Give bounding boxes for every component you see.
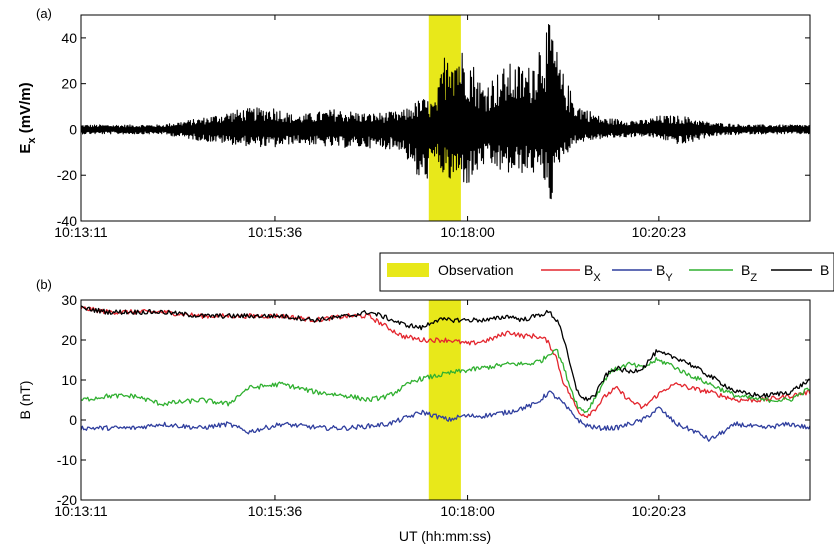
legend-by-sub: Y (665, 272, 673, 284)
legend-box (379, 252, 834, 292)
panel-b-xtick-label: 10:13:11 (54, 503, 108, 519)
panel-b-ytick-label: 0 (69, 412, 77, 428)
legend-bz-main: B (741, 262, 750, 278)
legend-bx-sub: X (593, 272, 601, 284)
panel-b-observation-band (428, 300, 461, 500)
legend-by-main: B (656, 262, 665, 278)
panel-a-ytick-label: -20 (57, 167, 77, 183)
panel-a-xtick-label: 10:13:11 (54, 224, 108, 240)
legend-b-label: B (820, 262, 829, 278)
panel-a-xtick-label: 10:20:23 (632, 224, 687, 240)
panel-a-yticks: -40 -20 0 20 40 (57, 30, 810, 229)
panel-a-xticks: 10:13:11 10:15:36 10:18:00 10:20:23 (54, 15, 686, 240)
panel-a-ytick-label: -40 (57, 213, 77, 229)
panel-b-xlabel: UT (hh:mm:ss) (399, 528, 491, 544)
panel-a: (a) -40 -20 0 20 40 10:13:11 10:15:36 10:18:00… (17, 6, 811, 240)
legend-bz-sub: Z (750, 272, 757, 284)
panel-a-ytick-label: 40 (61, 30, 77, 46)
legend-by-label: BY (656, 262, 673, 284)
panel-a-series-ex (80, 23, 811, 200)
panel-a-xtick-label: 10:18:00 (440, 224, 495, 240)
panel-a-label: (a) (36, 6, 52, 21)
panel-b-ytick-label: 30 (61, 292, 77, 308)
panel-b-series-bx (80, 306, 811, 419)
panel-b-xtick-label: 10:20:23 (632, 503, 687, 519)
panel-a-ylabel-main: E (17, 144, 34, 154)
panel-b-series-bz (80, 348, 811, 414)
legend-bx-main: B (584, 262, 593, 278)
panel-a-xtick-label: 10:15:36 (248, 224, 303, 240)
panel-a-frame (80, 14, 811, 222)
legend-bz-label: BZ (741, 262, 757, 284)
panel-a-ytick-label: 0 (69, 121, 77, 137)
panel-b-ytick-label: 20 (61, 332, 77, 348)
panel-b-series-by (80, 390, 811, 442)
panel-b-ytick-label: -20 (57, 492, 77, 508)
panel-b-label: (b) (36, 277, 52, 292)
panel-b-xtick-label: 10:15:36 (248, 503, 303, 519)
panel-b-series-b (80, 305, 811, 402)
legend-bx-label: BX (584, 262, 601, 284)
panel-b-yticks: -20 -10 0 10 20 30 (57, 292, 810, 508)
panel-a-ylabel-sub: x (26, 137, 38, 144)
panel-b-ytick-label: 10 (61, 372, 77, 388)
panel-a-series-group (80, 23, 811, 200)
panel-b-ytick-label: -10 (57, 452, 77, 468)
panel-a-ylabel-unit: (mV/m) (17, 82, 34, 137)
panel-b-ylabel: B (nT) (17, 381, 33, 420)
panel-b: (b) -20 -10 0 10 20 30 10:13:11 10:15:36 10:18:… (17, 277, 811, 544)
legend-observation-swatch (387, 263, 429, 277)
panel-b-obs-band-group (428, 300, 461, 500)
panel-b-xticks: 10:13:11 10:15:36 10:18:00 10:20:23 (54, 300, 686, 519)
panel-b-series-group (80, 305, 811, 442)
panel-b-xtick-label: 10:18:00 (440, 503, 495, 519)
panel-b-frame (80, 299, 811, 501)
panel-a-ytick-label: 20 (61, 76, 77, 92)
legend: Observation BX BY BZ B (379, 252, 834, 292)
legend-observation-label: Observation (438, 262, 513, 278)
panel-a-ylabel: Ex (mV/m) (17, 82, 38, 153)
